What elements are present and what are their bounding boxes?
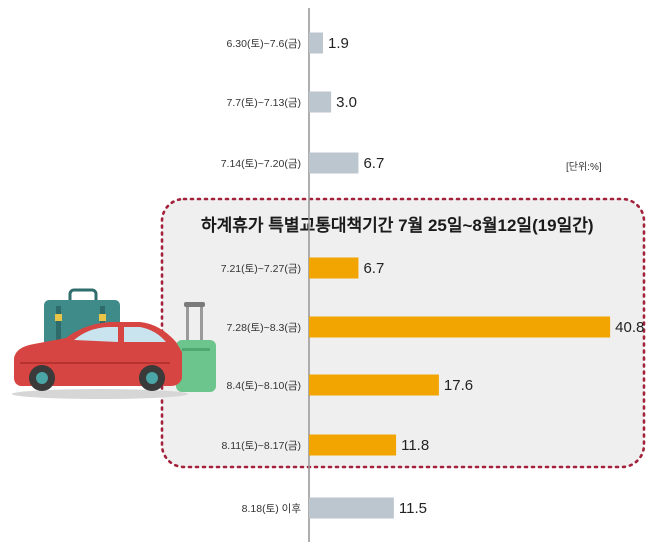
category-label-1: 6.30(토)~7.6(금) [227,38,301,50]
value-label-8: 11.5 [399,500,427,517]
bar-5 [309,316,611,338]
value-label-1: 1.9 [328,35,349,52]
highlight-title: 하계휴가 특별교통대책기간 7월 25일~8월12일(19일간) [201,215,594,235]
bar-2 [309,91,332,113]
category-label-2: 7.7(토)~7.13(금) [227,97,301,109]
value-label-6: 17.6 [444,377,473,394]
category-label-4: 7.21(토)~7.27(금) [221,263,301,275]
category-label-5: 7.28(토)~8.3(금) [227,322,301,334]
value-label-2: 3.0 [336,94,357,111]
value-label-4: 6.7 [363,260,384,277]
bar-3 [309,152,359,174]
bar-4 [309,257,359,279]
value-label-5: 40.8 [615,319,644,336]
car-luggage-illustration [12,288,216,399]
bar-6 [309,374,439,396]
value-label-3: 6.7 [363,155,384,172]
bar-7 [309,434,397,456]
bar-8 [309,497,394,519]
value-label-7: 11.8 [401,437,429,454]
category-label-6: 8.4(토)~8.10(금) [227,380,301,392]
bar-1 [309,32,324,54]
category-label-7: 8.11(토)~8.17(금) [221,440,301,452]
category-label-8: 8.18(토) 이후 [242,503,302,515]
category-label-3: 7.14(토)~7.20(금) [221,158,301,170]
unit-label: [단위:%] [566,160,602,173]
